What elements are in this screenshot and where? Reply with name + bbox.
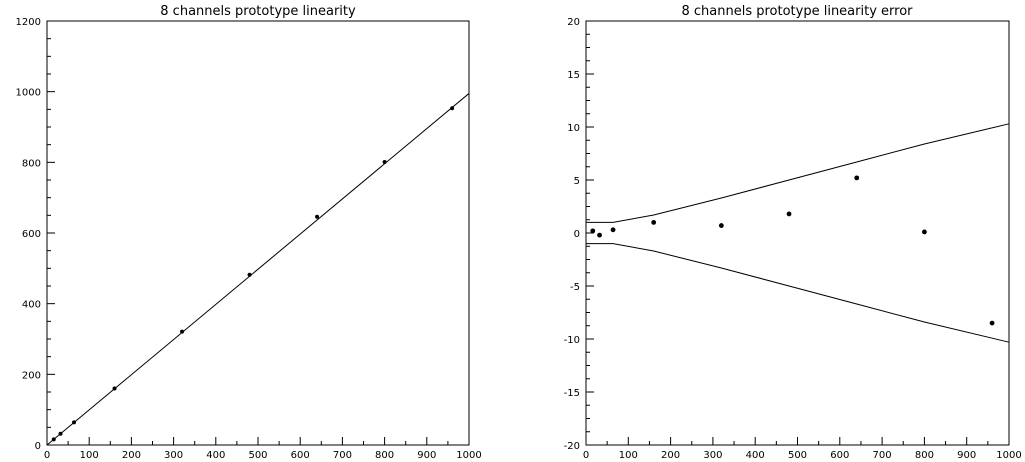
linearity-error-chart: 8 channels prototype linearity error 0 10… — [564, 4, 1022, 461]
linearity-x-tick-label: 1000 — [456, 450, 481, 461]
linearity-axes: 0 100 200 300 400 500 600 700 800 900 1000 0 200 400 6… — [16, 17, 482, 461]
linearity-error-x-tick-label: 400 — [746, 450, 765, 461]
linearity-data-point — [112, 386, 117, 391]
linearity-error-y-tick-label: 0 — [574, 229, 580, 240]
linearity-x-tick-label: 700 — [333, 450, 352, 461]
linearity-fit-line — [46, 93, 470, 446]
linearity-error-points — [590, 175, 995, 326]
linearity-y-tick-label: 1200 — [16, 17, 41, 28]
linearity-x-tick-label: 400 — [206, 450, 225, 461]
linearity-error-plot-frame — [585, 20, 1010, 446]
linearity-y-tick-label: 600 — [22, 229, 41, 240]
linearity-x-tick-label: 900 — [417, 450, 436, 461]
linearity-error-bounds — [586, 123, 1010, 343]
linearity-error-y-tick-label: -15 — [564, 388, 580, 399]
linearity-error-x-tick-label: 300 — [703, 450, 722, 461]
linearity-x-tick-label: 800 — [375, 450, 394, 461]
linearity-y-tick-label: 400 — [22, 300, 41, 311]
linearity-error-x-tick-label: 800 — [915, 450, 934, 461]
linearity-error-x-tick-label: 600 — [830, 450, 849, 461]
linearity-error-lower-bound-line — [586, 243, 1010, 343]
linearity-error-y-tick-label: 20 — [567, 17, 580, 28]
linearity-error-data-point — [597, 232, 602, 238]
linearity-data-point — [51, 437, 56, 442]
linearity-x-tick-label: 100 — [80, 450, 99, 461]
linearity-x-tick-label: 0 — [44, 450, 50, 461]
linearity-error-y-tick-label: 10 — [567, 123, 580, 134]
linearity-fit — [46, 93, 470, 446]
linearity-x-tick-label: 200 — [122, 450, 141, 461]
linearity-y-tick-label: 200 — [22, 370, 41, 381]
linearity-y-tick-label: 0 — [35, 441, 41, 452]
linearity-y-tick-label: 800 — [22, 158, 41, 169]
linearity-error-chart-title: 8 channels prototype linearity error — [681, 4, 913, 19]
linearity-data-point — [180, 329, 185, 334]
linearity-error-data-point — [610, 227, 616, 233]
linearity-error-data-point — [922, 229, 927, 235]
linearity-error-axes: 0 100 200 300 400 500 600 700 800 900 1000-20-15-1… — [564, 17, 1022, 461]
linearity-error-x-tick-label: 500 — [788, 450, 807, 461]
linearity-error-data-point — [786, 211, 792, 217]
linearity-points — [51, 106, 455, 442]
linearity-plot-frame — [46, 20, 470, 446]
linearity-data-point — [58, 431, 63, 436]
linearity-error-y-tick-label: 5 — [574, 176, 580, 187]
linearity-data-point — [382, 159, 387, 164]
linearity-error-data-point — [854, 175, 860, 181]
linearity-x-tick-label: 500 — [248, 450, 267, 461]
linearity-data-point — [450, 106, 455, 111]
linearity-error-x-tick-label: 900 — [957, 450, 976, 461]
linearity-error-x-tick-label: 200 — [661, 450, 680, 461]
linearity-error-data-point — [989, 320, 995, 326]
linearity-error-x-tick-label: 100 — [619, 450, 638, 461]
linearity-error-x-tick-label: 1000 — [996, 450, 1021, 461]
linearity-error-data-point — [651, 220, 657, 225]
linearity-error-data-point — [718, 223, 724, 228]
linearity-error-y-tick-label: -5 — [570, 282, 580, 293]
linearity-error-y-tick-label: -20 — [564, 441, 580, 452]
linearity-error-y-tick-label: 15 — [567, 70, 580, 81]
linearity-chart: 8 channels prototype linearity 0 100 200 30… — [16, 4, 482, 461]
linearity-data-point — [72, 420, 77, 425]
linearity-data-point — [247, 272, 252, 277]
linearity-error-y-tick-label: -10 — [564, 335, 580, 346]
linearity-x-tick-label: 300 — [164, 450, 183, 461]
linearity-error-x-tick-label: 0 — [583, 450, 589, 461]
linearity-error-data-point — [590, 228, 596, 234]
linearity-error-x-tick-label: 700 — [873, 450, 892, 461]
linearity-error-upper-bound-line — [586, 123, 1010, 223]
linearity-y-tick-label: 1000 — [16, 88, 41, 99]
linearity-data-point — [315, 214, 320, 219]
linearity-chart-title: 8 channels prototype linearity — [160, 4, 356, 19]
linearity-x-tick-label: 600 — [291, 450, 310, 461]
